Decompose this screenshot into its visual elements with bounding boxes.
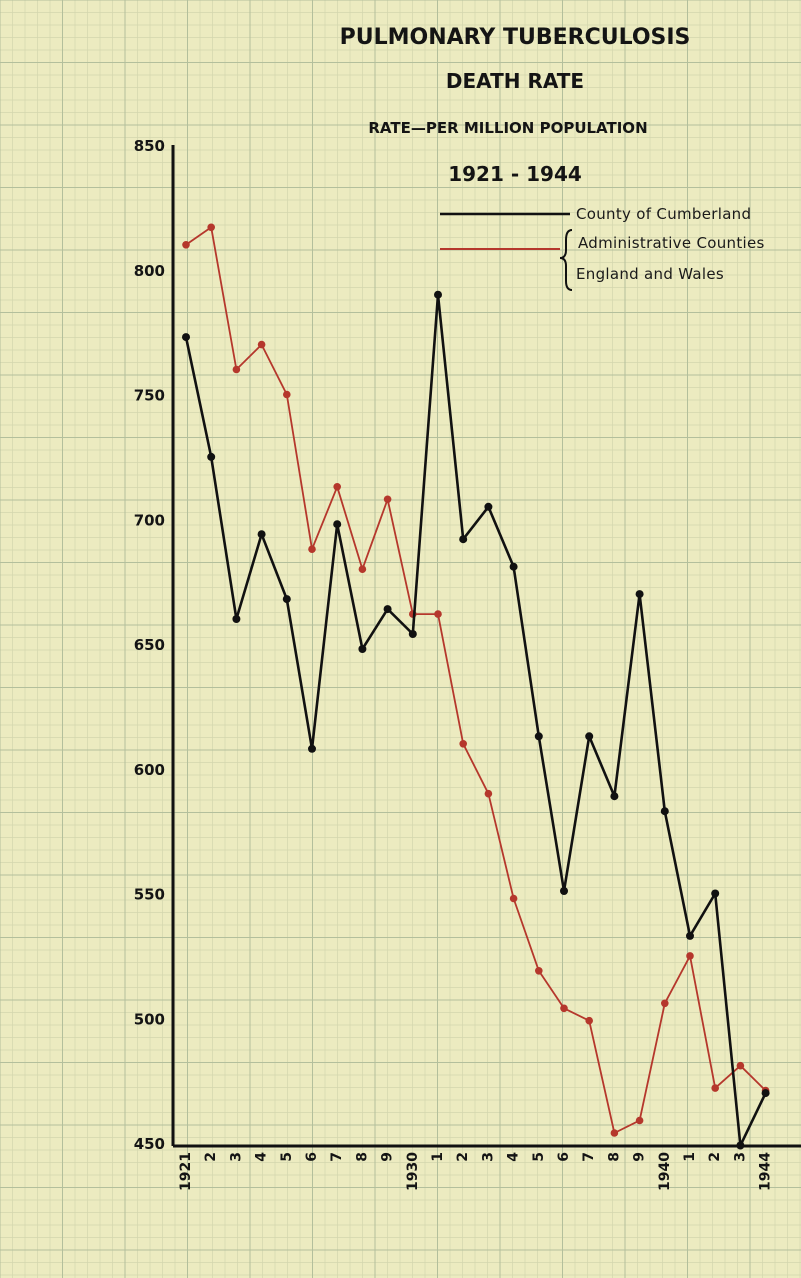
y-tick-label-450: 450 xyxy=(134,1135,165,1153)
x-tick-label-1924: 4 xyxy=(254,1152,270,1162)
data-point-admin-counties-1940 xyxy=(661,999,669,1008)
x-tick-label-1925: 5 xyxy=(279,1152,295,1162)
x-tick-label-1926: 6 xyxy=(304,1152,320,1162)
data-point-admin-counties-1941 xyxy=(686,952,694,960)
x-tick-label-1936: 6 xyxy=(556,1152,572,1162)
data-point-cumberland-1942 xyxy=(711,889,720,898)
x-tick-label-1937: 7 xyxy=(581,1152,597,1162)
chart-title: PULMONARY TUBERCULOSIS xyxy=(340,25,691,50)
x-tick-label-1940: 1940 xyxy=(657,1152,673,1191)
data-point-cumberland-1940 xyxy=(660,807,669,816)
data-point-admin-counties-1929 xyxy=(383,495,392,504)
data-point-admin-counties-1921 xyxy=(182,241,190,249)
x-tick-label-1943: 3 xyxy=(732,1152,748,1162)
data-point-cumberland-1932 xyxy=(459,535,468,544)
data-point-cumberland-1939 xyxy=(635,590,644,599)
data-point-admin-counties-1935 xyxy=(535,967,543,975)
x-tick-label-1944: 1944 xyxy=(758,1152,774,1191)
y-tick-label-750: 750 xyxy=(134,387,165,405)
y-tick-label-700: 700 xyxy=(134,511,165,529)
data-point-cumberland-1929 xyxy=(383,605,392,614)
data-point-admin-counties-1927 xyxy=(333,483,342,491)
data-point-cumberland-1934 xyxy=(509,562,518,571)
data-point-admin-counties-1928 xyxy=(358,565,367,573)
data-point-cumberland-1936 xyxy=(560,887,568,895)
legend-label-admin-counties: Administrative Counties xyxy=(578,234,765,252)
x-tick-label-1941: 1 xyxy=(682,1152,698,1162)
x-tick-label-1930: 1930 xyxy=(405,1152,421,1191)
data-point-cumberland-1933 xyxy=(484,502,493,511)
data-point-cumberland-1926 xyxy=(308,744,316,753)
data-point-cumberland-1944 xyxy=(761,1089,770,1098)
data-point-cumberland-1938 xyxy=(610,792,619,801)
x-tick-label-1927: 7 xyxy=(329,1152,345,1162)
data-point-admin-counties-1933 xyxy=(484,789,493,798)
series-line-admin-counties xyxy=(185,226,767,1134)
data-point-admin-counties-1926 xyxy=(308,545,316,553)
x-tick-label-1939: 9 xyxy=(632,1152,648,1162)
data-point-admin-counties-1923 xyxy=(232,365,241,374)
data-point-admin-counties-1924 xyxy=(257,340,266,349)
data-point-cumberland-1928 xyxy=(358,645,367,653)
x-tick-label-1932: 2 xyxy=(455,1152,471,1162)
x-tick-label-1929: 9 xyxy=(380,1152,396,1162)
y-axis-label: RATE—PER MILLION POPULATION xyxy=(368,119,647,137)
data-point-admin-counties-1937 xyxy=(585,1016,593,1025)
x-tick-label-1934: 4 xyxy=(506,1152,522,1162)
data-point-admin-counties-1934 xyxy=(509,894,518,903)
legend-group-label: England and Wales xyxy=(576,265,724,283)
data-point-admin-counties-1936 xyxy=(560,1004,568,1013)
data-point-cumberland-1921 xyxy=(182,333,190,342)
legend-label-cumberland: County of Cumberland xyxy=(576,205,751,223)
y-tick-label-650: 650 xyxy=(134,636,165,654)
data-point-cumberland-1937 xyxy=(585,732,594,741)
data-point-admin-counties-1925 xyxy=(283,390,291,399)
data-point-cumberland-1930 xyxy=(408,630,417,638)
data-point-cumberland-1935 xyxy=(534,732,543,741)
data-point-admin-counties-1943 xyxy=(736,1061,745,1070)
chart-subtitle: DEATH RATE xyxy=(446,69,584,93)
x-tick-label-1931: 1 xyxy=(430,1152,446,1162)
data-point-admin-counties-1938 xyxy=(610,1129,619,1137)
x-tick-label-1921: 1921 xyxy=(178,1152,194,1191)
data-point-admin-counties-1942 xyxy=(711,1084,719,1092)
series-line-cumberland xyxy=(184,293,767,1147)
series-layer xyxy=(182,223,770,1150)
data-point-admin-counties-1939 xyxy=(635,1116,644,1125)
legend: County of Cumberland Administrative Coun… xyxy=(440,205,765,291)
y-tick-label-600: 600 xyxy=(134,761,165,779)
x-tick-label-1928: 8 xyxy=(354,1152,370,1162)
legend-brace-icon xyxy=(559,229,573,291)
data-point-cumberland-1922 xyxy=(207,452,216,461)
data-point-cumberland-1923 xyxy=(232,615,241,623)
y-tick-label-550: 550 xyxy=(134,886,165,904)
x-tick-labels: 1921 2 3 4 5 6 7 8 9 1930 1 2 3 4 5 6 7 8 9 1940 1 2 3 1944 xyxy=(178,1152,774,1191)
data-point-admin-counties-1932 xyxy=(459,740,468,748)
data-point-cumberland-1927 xyxy=(333,520,342,529)
chart-period: 1921 - 1944 xyxy=(448,162,582,186)
x-tick-label-1923: 3 xyxy=(228,1152,244,1162)
y-tick-label-800: 800 xyxy=(134,262,165,280)
data-point-cumberland-1925 xyxy=(282,595,291,604)
x-tick-label-1938: 8 xyxy=(606,1152,622,1162)
data-point-admin-counties-1931 xyxy=(434,610,442,618)
x-tick-label-1935: 5 xyxy=(531,1152,547,1162)
y-tick-labels: 450 500 550 600 650 700 750 800 850 xyxy=(134,137,165,1153)
data-point-cumberland-1931 xyxy=(434,290,442,299)
data-point-cumberland-1924 xyxy=(257,530,266,539)
x-tick-label-1942: 2 xyxy=(707,1152,723,1162)
x-tick-label-1933: 3 xyxy=(480,1152,496,1162)
data-point-admin-counties-1922 xyxy=(207,223,215,232)
y-tick-label-850: 850 xyxy=(134,137,165,155)
y-tick-label-500: 500 xyxy=(134,1010,165,1028)
x-tick-label-1922: 2 xyxy=(203,1152,219,1162)
data-point-cumberland-1941 xyxy=(686,931,694,940)
